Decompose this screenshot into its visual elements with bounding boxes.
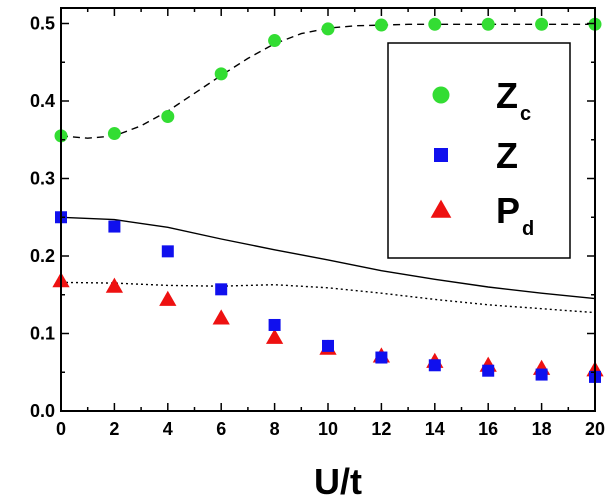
marker-pd-4 (265, 328, 284, 344)
legend-marker-z (434, 148, 448, 162)
marker-z-5 (322, 339, 334, 352)
marker-z-8 (482, 364, 495, 377)
marker-zc-6 (374, 18, 388, 32)
x-tick-label: 14 (425, 419, 445, 439)
marker-zc-1 (107, 127, 121, 141)
x-tick-label: 0 (56, 419, 66, 439)
x-tick-label: 16 (478, 419, 498, 439)
marker-pd-1 (105, 277, 124, 293)
marker-pd-3 (212, 309, 230, 325)
axis-ticks (60, 8, 596, 412)
marker-pd-2 (159, 290, 177, 306)
marker-z-7 (428, 359, 441, 372)
curve-dashed (60, 23, 595, 139)
x-tick-label: 10 (318, 419, 338, 439)
marker-zc-5 (321, 22, 335, 36)
marker-z-4 (268, 318, 281, 331)
marker-z-2 (161, 245, 174, 258)
marker-z-1 (108, 220, 121, 233)
marker-z-3 (215, 283, 228, 296)
legend-label-z: Z (496, 135, 518, 176)
tick-labels: 0 2 4 6 8 10 12 14 16 18 20 0.0 0.1 0.2 0.3 0.4 0.5 (30, 14, 605, 440)
x-tick-label: 18 (532, 419, 552, 439)
y-tick-label: 0.0 (30, 401, 55, 421)
marker-zc-2 (161, 110, 175, 123)
x-tick-label: 8 (270, 419, 280, 439)
legend-marker-zc (432, 86, 450, 104)
y-tick-label: 0.5 (30, 14, 55, 34)
marker-zc-7 (428, 17, 442, 31)
y-tick-label: 0.3 (30, 169, 55, 189)
marker-z-6 (375, 351, 388, 364)
curve-dotted (60, 281, 596, 314)
legend-box (387, 42, 571, 259)
x-tick-label: 6 (216, 419, 226, 439)
x-tick-label: 20 (585, 419, 605, 439)
x-axis-title: U/t (314, 461, 362, 502)
y-tick-label: 0.4 (30, 91, 55, 111)
model-curves (60, 23, 596, 314)
marker-zc-4 (268, 34, 282, 48)
y-tick-label: 0.1 (30, 324, 55, 344)
marker-zc-9 (535, 17, 549, 31)
x-tick-label: 4 (163, 419, 173, 439)
y-tick-label: 0.2 (30, 246, 55, 266)
x-tick-label: 2 (109, 419, 119, 439)
legend-marker-pd (430, 199, 452, 218)
x-tick-label: 12 (371, 419, 391, 439)
marker-z-9 (535, 368, 548, 381)
marker-zc-3 (214, 67, 228, 81)
marker-zc-8 (481, 17, 495, 31)
curve-solid (60, 216, 596, 300)
